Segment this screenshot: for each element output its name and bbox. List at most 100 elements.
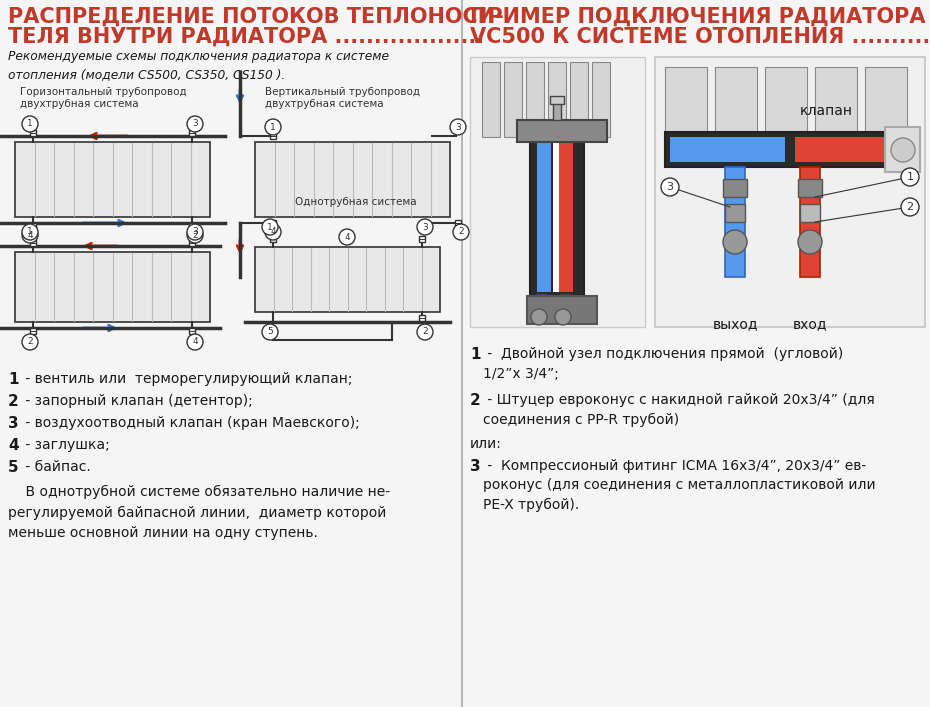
Bar <box>800 204 820 222</box>
Text: - вентиль или  терморегулирующий клапан;: - вентиль или терморегулирующий клапан; <box>21 372 352 386</box>
Bar <box>189 130 195 136</box>
Bar <box>798 179 822 197</box>
Bar <box>725 204 745 222</box>
Text: - Штуцер евроконус с накидной гайкой 20х3/4” (для
соединения с PP-R трубой): - Штуцер евроконус с накидной гайкой 20х… <box>483 393 875 426</box>
Text: 4: 4 <box>193 337 198 346</box>
Bar <box>592 62 610 137</box>
Text: 5: 5 <box>8 460 19 475</box>
Text: 3: 3 <box>193 228 198 237</box>
Text: 3: 3 <box>667 182 673 192</box>
Bar <box>725 167 745 277</box>
Text: ПРИМЕР ПОДКЛЮЧЕНИЯ РАДИАТОРА: ПРИМЕР ПОДКЛЮЧЕНИЯ РАДИАТОРА <box>470 7 925 27</box>
Bar <box>270 133 276 139</box>
Circle shape <box>531 309 547 325</box>
Bar <box>15 252 210 322</box>
Bar <box>504 62 522 137</box>
Circle shape <box>450 119 466 135</box>
Text: В однотрубной системе обязательно наличие не-
регулируемой байпасной линии,  диа: В однотрубной системе обязательно наличи… <box>8 485 390 540</box>
Text: или:: или: <box>470 437 502 451</box>
Circle shape <box>187 334 203 350</box>
Text: 2: 2 <box>27 337 33 346</box>
Text: Горизонтальный трубопровод: Горизонтальный трубопровод <box>20 87 187 97</box>
Text: - заглушка;: - заглушка; <box>21 438 110 452</box>
Bar <box>470 57 645 327</box>
Bar <box>655 57 925 327</box>
Bar <box>517 120 607 142</box>
Bar <box>255 142 450 217</box>
Text: - запорный клапан (детентор);: - запорный клапан (детентор); <box>21 394 253 408</box>
Text: 3: 3 <box>455 122 461 132</box>
Circle shape <box>22 116 38 132</box>
Text: 5: 5 <box>267 327 272 337</box>
Text: Вертикальный трубопровод: Вертикальный трубопровод <box>265 87 420 97</box>
Circle shape <box>187 116 203 132</box>
Circle shape <box>22 227 38 243</box>
Text: 4: 4 <box>344 233 350 242</box>
Circle shape <box>417 219 433 235</box>
Circle shape <box>891 138 915 162</box>
Circle shape <box>187 224 203 240</box>
Bar <box>419 236 425 242</box>
Bar <box>665 67 707 157</box>
Text: 1: 1 <box>8 372 19 387</box>
Text: 1: 1 <box>907 172 913 182</box>
Text: -  Компрессионый фитинг ICMA 16х3/4”, 20х3/4” ев-
роконус (для соединения с мета: - Компрессионый фитинг ICMA 16х3/4”, 20х… <box>483 459 876 512</box>
Bar <box>30 130 36 136</box>
Bar <box>548 62 566 137</box>
Circle shape <box>22 224 38 240</box>
Circle shape <box>661 178 679 196</box>
Bar <box>550 96 564 104</box>
Bar <box>15 142 210 217</box>
Text: 3: 3 <box>422 223 428 231</box>
Bar <box>723 179 747 197</box>
Circle shape <box>265 224 281 240</box>
Text: двухтрубная система: двухтрубная система <box>265 99 384 109</box>
Bar <box>270 236 276 242</box>
Bar <box>670 137 785 162</box>
Circle shape <box>798 230 822 254</box>
Text: РАСПРЕДЕЛЕНИЕ ПОТОКОВ ТЕПЛОНОСИ-: РАСПРЕДЕЛЕНИЕ ПОТОКОВ ТЕПЛОНОСИ- <box>8 7 504 27</box>
Bar <box>715 67 757 157</box>
Circle shape <box>901 168 919 186</box>
Text: 2: 2 <box>470 393 481 408</box>
Bar <box>560 294 570 312</box>
Circle shape <box>723 230 747 254</box>
Text: - воздухоотводный клапан (кран Маевского);: - воздухоотводный клапан (кран Маевского… <box>21 416 360 430</box>
Bar <box>865 67 907 157</box>
Text: 1: 1 <box>470 347 481 362</box>
Text: 4: 4 <box>8 438 19 453</box>
Bar <box>482 62 500 137</box>
Text: 2: 2 <box>193 230 198 240</box>
Bar <box>455 220 461 226</box>
Circle shape <box>417 324 433 340</box>
Bar <box>30 328 36 334</box>
Bar <box>30 240 36 246</box>
Bar <box>665 132 915 167</box>
Bar <box>765 67 807 157</box>
Circle shape <box>262 324 278 340</box>
Circle shape <box>187 227 203 243</box>
Bar <box>815 67 857 157</box>
Text: Однотрубная система: Однотрубная система <box>295 197 417 207</box>
Bar <box>537 142 551 292</box>
Text: 4: 4 <box>27 230 33 240</box>
Bar <box>526 62 544 137</box>
Bar <box>189 223 195 229</box>
Bar <box>255 247 440 312</box>
Bar <box>419 315 425 321</box>
Text: ТЕЛЯ ВНУТРИ РАДИАТОРА ...................: ТЕЛЯ ВНУТРИ РАДИАТОРА ..................… <box>8 27 485 47</box>
Text: 1: 1 <box>27 228 33 237</box>
Text: 2: 2 <box>458 228 464 237</box>
Bar <box>553 142 559 292</box>
Text: 1: 1 <box>27 119 33 129</box>
Text: 1: 1 <box>270 122 276 132</box>
Text: вход: вход <box>792 317 828 331</box>
Circle shape <box>901 198 919 216</box>
Text: клапан: клапан <box>800 104 853 118</box>
Text: 3: 3 <box>8 416 19 431</box>
Bar <box>800 167 820 277</box>
Circle shape <box>555 309 571 325</box>
Text: выход: выход <box>712 317 758 331</box>
Text: 2: 2 <box>8 394 19 409</box>
Text: - байпас.: - байпас. <box>21 460 91 474</box>
